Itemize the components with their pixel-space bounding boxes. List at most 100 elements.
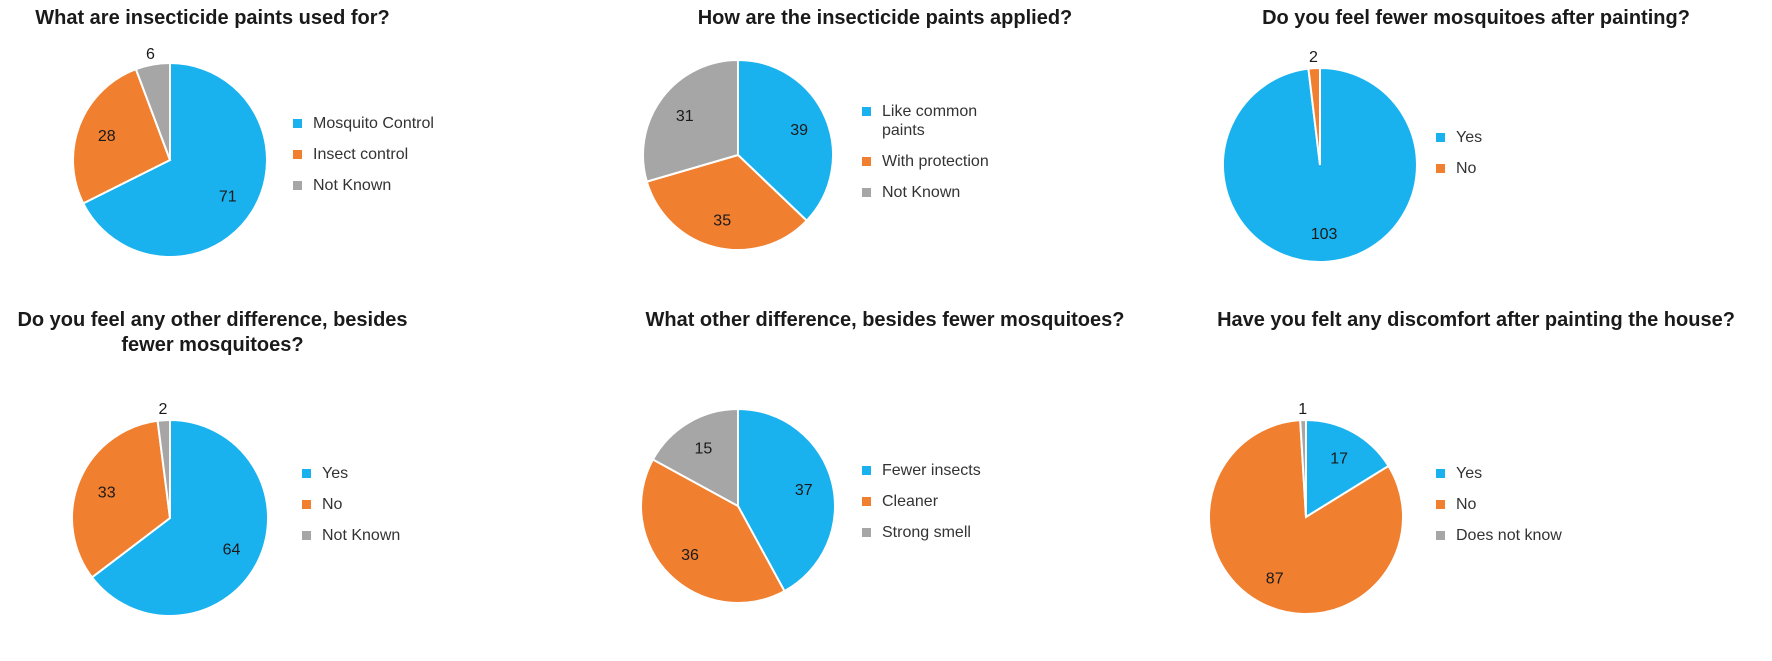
pie-slice-insect-control [72,67,172,205]
legend-label: Insect control [313,146,409,163]
legend-swatch [862,497,871,506]
slice-value-label: 64 [223,542,241,559]
pie-slice-yes [90,418,270,617]
chart-legend: Fewer insects Cleaner Strong smell [862,461,1012,554]
pie-chart: 17 87 1 [1208,401,1404,615]
legend-item-strong-smell: Strong smell [862,523,1012,542]
legend-item-no: No [1436,159,1586,178]
legend-swatch [862,188,871,197]
pie-chart-panel: What other difference, besides fewer mos… [590,309,1180,660]
legend-swatch [1436,469,1445,478]
legend-item-not-known: Not Known [293,176,443,195]
chart-title: What other difference, besides fewer mos… [645,309,1125,331]
slice-value-label: 6 [146,46,155,63]
pie-chart-panel: Do you feel fewer mosquitoes after paint… [1180,0,1770,330]
pie-slice-strong-smell [651,407,739,508]
legend-label: Mosquito Control [313,115,434,132]
pie-slice-no [71,419,172,579]
slice-value-label: 39 [790,122,808,139]
legend-swatch [293,181,302,190]
legend-swatch [302,469,311,478]
pie-slice-fewer-insects [737,407,836,593]
slice-value-label: 1 [1298,401,1307,418]
legend-label: Like common paints [882,103,978,139]
legend-label: Not Known [313,177,392,194]
legend-swatch [862,107,871,116]
legend-swatch [1436,133,1445,142]
pie-slice-mosquito-control [81,61,268,258]
chart-title: Do you feel any other difference, beside… [17,309,408,356]
legend-item-with-protection: With protection [862,152,1012,171]
pie-chart-panel: Do you feel any other difference, beside… [0,309,590,660]
legend-item-insect-control: Insect control [293,145,443,164]
legend-swatch [1436,500,1445,509]
legend-label: No [322,496,343,513]
pie-chart: 71 28 6 [72,46,268,258]
slice-value-label: 17 [1330,451,1348,468]
legend-swatch [862,466,871,475]
chart-legend: Yes No Does not know [1436,464,1586,557]
pie-slice-does-not-know [1299,418,1307,518]
slice-value-label: 71 [219,189,237,206]
legend-item-cleaner: Cleaner [862,492,1012,511]
legend-item-yes: Yes [1436,464,1586,483]
legend-label: Not Known [882,184,961,201]
slice-value-label: 37 [795,482,813,499]
slice-value-label: 103 [1311,226,1338,243]
slice-value-label: 2 [159,401,168,418]
legend-item-no: No [1436,495,1586,514]
legend-item-like-common-paints: Like common paints [862,102,1012,140]
slice-value-label: 31 [676,108,694,125]
slice-value-label: 36 [681,547,699,564]
chart-legend: Mosquito Control Insect control Not Known [293,114,443,207]
pie-chart: 37 36 15 [640,407,836,604]
legend-swatch [293,119,302,128]
pie-chart-panel: What are insecticide paints used for? 71 2… [0,0,590,330]
chart-legend: Yes No [1436,128,1586,190]
legend-item-does-not-know: Does not know [1436,526,1586,545]
pie-slice-with-protection [645,153,809,251]
legend-swatch [1436,164,1445,173]
pie-slice-not-known [134,61,171,161]
pie-chart: 103 2 [1221,49,1418,263]
pie-chart-panel: How are the insecticide paints applied? 3… [590,0,1180,330]
legend-label: Yes [1456,465,1483,482]
legend-label: Yes [322,465,349,482]
legend-label: Yes [1456,129,1483,146]
pie-slice-like-common-paints [737,58,834,223]
legend-item-mosquito-control: Mosquito Control [293,114,443,133]
legend-item-no: No [302,495,452,514]
legend-item-not-known: Not Known [862,183,1012,202]
chart-legend: Like common paints With protection Not Kno… [862,102,1012,214]
pie-slice-no [1208,419,1404,615]
legend-swatch [302,500,311,509]
pie-slice-not-known [156,418,171,519]
pie-chart: 64 33 2 [71,401,270,617]
legend-swatch [302,531,311,540]
legend-label: With protection [882,153,989,170]
slice-value-label: 28 [98,128,116,145]
legend-label: No [1456,160,1477,177]
legend-swatch [1436,531,1445,540]
chart-title: Do you feel fewer mosquitoes after paint… [1262,7,1690,29]
legend-label: Strong smell [882,524,971,541]
legend-label: Does not know [1456,527,1562,544]
legend-swatch [862,528,871,537]
slice-value-label: 2 [1309,49,1318,66]
legend-item-not-known: Not Known [302,526,452,545]
pie-slice-not-known [642,58,739,183]
pie-chart-panel: Have you felt any discomfort after paint… [1180,309,1770,660]
legend-item-yes: Yes [302,464,452,483]
chart-title: How are the insecticide paints applied? [697,7,1073,29]
slice-value-label: 15 [695,441,713,458]
legend-label: Not Known [322,527,401,544]
chart-legend: Yes No Not Known [302,464,452,557]
legend-label: No [1456,496,1477,513]
pie-chart: 39 35 31 [642,58,834,251]
legend-swatch [862,157,871,166]
pie-slice-no [1307,66,1321,166]
chart-title: What are insecticide paints used for? [35,7,390,29]
slice-value-label: 35 [713,213,731,230]
legend-label: Fewer insects [882,462,981,479]
chart-title: Have you felt any discomfort after paint… [1217,309,1735,331]
